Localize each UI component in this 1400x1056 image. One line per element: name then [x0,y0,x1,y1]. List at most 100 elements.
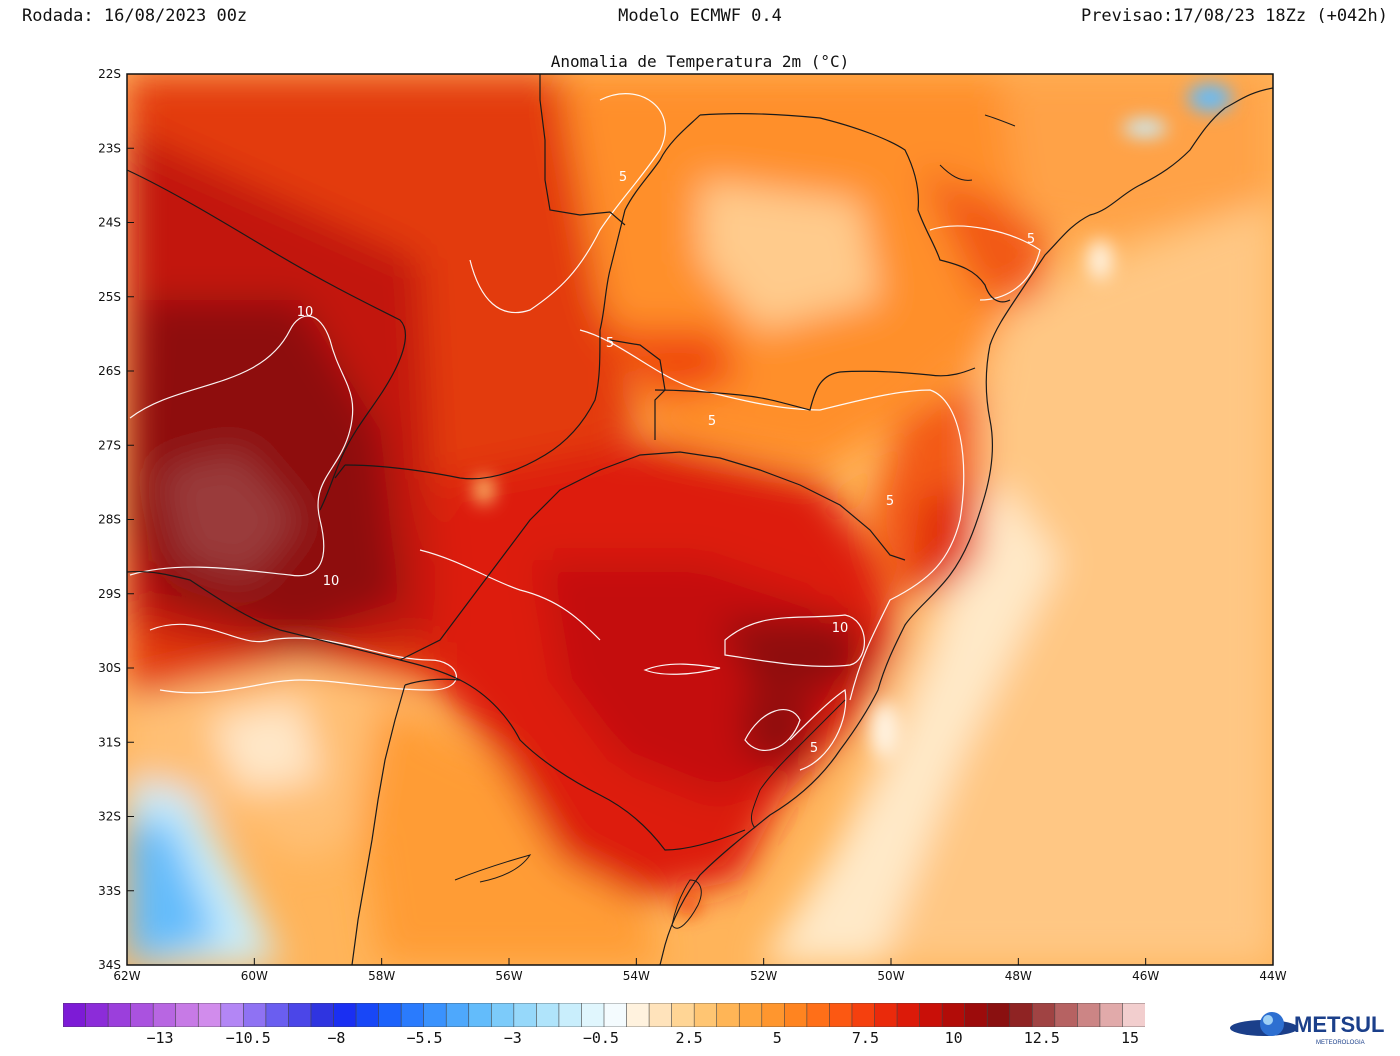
colorbar-cell [1122,1003,1145,1027]
colorbar-cell [152,1003,177,1027]
colorbar-cell [513,1003,537,1027]
colorbar-cell [536,1003,560,1027]
colorbar-cell [558,1003,583,1027]
colorbar-cell [941,1003,966,1027]
colorbar-cell [107,1003,132,1027]
colorbar-cell [874,1003,898,1027]
colorbar-cell [490,1003,515,1027]
colorbar-cell [85,1003,109,1027]
colorbar-tick-label: −0.5 [582,1029,619,1047]
colorbar-tick-label: 2.5 [675,1029,703,1047]
contour-label: 10 [323,574,340,589]
colorbar-cell [693,1003,718,1027]
colorbar-cell [243,1003,267,1027]
longitude-label: 54W [623,969,650,983]
colorbar-cell [671,1003,695,1027]
colorbar-tick-label: 15 [1120,1029,1140,1047]
colorbar-cell [784,1003,808,1027]
colorbar-cell [851,1003,876,1027]
logo-subtext: METEOROLOGIA [1316,1040,1365,1046]
forecast-time-label: Previsao:17/08/23 18Zz (+042h) [1080,6,1388,26]
contour-label: 10 [832,621,849,636]
map-borders [127,74,1273,965]
colorbar-cell [220,1003,244,1027]
longitude-label: 60W [241,969,268,983]
colorbar-cell [310,1003,335,1027]
colorbar-cell [648,1003,673,1027]
longitude-label: 52W [750,969,777,983]
contour-label: 5 [708,414,716,429]
colorbar-tick-label: −5.5 [406,1029,443,1047]
colorbar-cell [716,1003,740,1027]
longitude-label: 48W [1005,969,1032,983]
latitude-label: 28S [98,513,121,527]
colorbar-cell [896,1003,921,1027]
latitude-label: 24S [98,216,121,230]
colorbar-cell [581,1003,605,1027]
colorbar-cell [355,1003,380,1027]
colorbar-labels: −13 −10.5 −8 −5.5 −3 −0.5 2.5 5 7.5 10 12.5 15 [0,1029,1400,1049]
colorbar-cell [806,1003,831,1027]
colorbar-tick-label: −10.5 [225,1029,271,1047]
latitude-label: 29S [98,587,121,601]
longitude-label: 56W [495,969,522,983]
latitude-label: 30S [98,661,121,675]
contour-lines [129,93,1041,771]
contour-label: 5 [810,741,818,756]
colorbar-tick-label: 10 [944,1029,963,1047]
colorbar-cell [1099,1003,1124,1027]
colorbar-cell [333,1003,357,1027]
longitude-axis: 62W 60W 58W 56W 54W 52W 50W 48W 46W 44W [113,958,1287,983]
contour-label-group: 10 10 10 5 5 5 5 5 5 5 [297,170,1035,756]
colorbar-cell [175,1003,199,1027]
model-label: Modelo ECMWF 0.4 [618,6,782,26]
longitude-label: 46W [1132,969,1159,983]
metsul-logo: METSUL METEOROLOGIA [1230,1012,1384,1046]
colorbar-cell [626,1003,650,1027]
colorbar-cell [919,1003,943,1027]
temperature-anomaly-field: 10 10 10 5 5 5 5 5 5 5 [127,74,1273,965]
contour-label: 5 [606,336,614,351]
contour-label: 5 [619,170,627,185]
latitude-label: 25S [98,290,121,304]
latitude-label: 34S [98,958,121,972]
globe-icon [1260,1012,1284,1036]
map-title: Anomalia de Temperatura 2m (°C) [550,52,850,71]
colorbar-cell [964,1003,988,1027]
colorbar-cell [63,1003,87,1027]
colorbar-cell [288,1003,312,1027]
colorbar-cell [1054,1003,1078,1027]
run-time-label: Rodada: 16/08/2023 00z [22,6,248,26]
latitude-axis: 22S 23S 24S 25S 26S 27S 28S 29S 30S 31S 32S 33S 34S [98,67,134,972]
colorbar-cell [400,1003,425,1027]
colorbar-cell [265,1003,290,1027]
colorbar-cell [423,1003,447,1027]
colorbar-cell [468,1003,492,1027]
logo-text: METSUL [1294,1012,1384,1037]
latitude-label: 31S [98,735,121,749]
colorbar-cell [1009,1003,1033,1027]
colorbar-cell [738,1003,763,1027]
longitude-label: 62W [113,969,140,983]
colorbar-cell [829,1003,853,1027]
lagoons [454,114,1016,929]
contour-label: 5 [886,494,894,509]
latitude-label: 33S [98,884,121,898]
colorbar-cell [378,1003,402,1027]
longitude-label: 58W [368,969,395,983]
colorbar-cell [761,1003,785,1027]
colorbar-cell [130,1003,154,1027]
contour-label: 10 [297,305,314,320]
latitude-label: 27S [98,438,121,452]
colorbar [63,1003,1145,1027]
colorbar-tick-label: −3 [503,1029,522,1047]
latitude-label: 26S [98,364,121,378]
colorbar-cell [1077,1003,1101,1027]
colorbar-tick-label: 12.5 [1023,1029,1060,1047]
latitude-label: 32S [98,810,121,824]
colorbar-tick-label: −13 [146,1029,174,1047]
longitude-label: 50W [877,969,904,983]
colorbar-cell [445,1003,470,1027]
colorbar-tick-label: −8 [327,1029,346,1047]
